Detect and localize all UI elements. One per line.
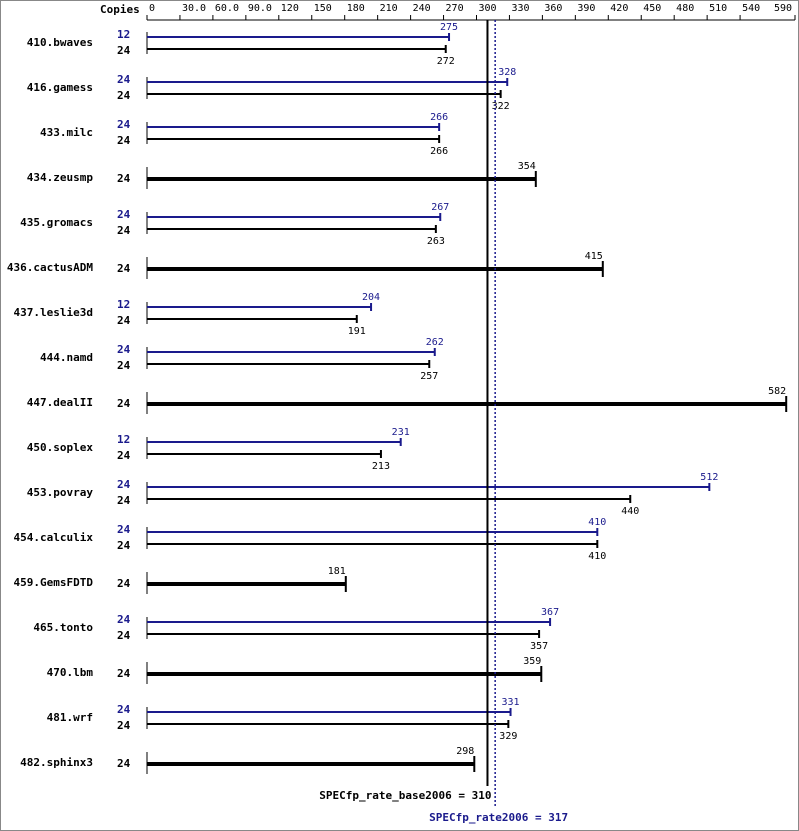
base-value-label: 266 — [430, 146, 448, 157]
peak-copies: 12 — [117, 28, 130, 41]
base-value-label: 440 — [621, 506, 639, 517]
x-tick-label: 420 — [610, 3, 628, 14]
x-tick-label: 120 — [281, 3, 299, 14]
peak-copies: 24 — [117, 478, 131, 491]
benchmark-name: 482.sphinx3 — [20, 756, 93, 769]
base-copies: 24 — [117, 667, 131, 680]
peak-value-label: 204 — [362, 292, 380, 303]
base-value-label: 410 — [588, 551, 606, 562]
benchmark-name: 435.gromacs — [20, 216, 93, 229]
x-tick-label: 510 — [709, 3, 727, 14]
base-value-label: 582 — [768, 386, 786, 397]
peak-value-label: 266 — [430, 112, 448, 123]
base-copies: 24 — [117, 89, 131, 102]
base-value-label: 357 — [530, 641, 548, 652]
base-copies: 24 — [117, 757, 131, 770]
reference-label: SPECfp_rate_base2006 = 310 — [319, 789, 491, 802]
peak-copies: 24 — [117, 703, 131, 716]
peak-value-label: 267 — [431, 202, 449, 213]
x-tick-label: 360 — [544, 3, 562, 14]
benchmark-name: 433.milc — [40, 126, 93, 139]
benchmark-name: 481.wrf — [47, 711, 93, 724]
x-tick-label: 180 — [347, 3, 365, 14]
peak-copies: 24 — [117, 118, 131, 131]
benchmark-name: 465.tonto — [33, 621, 93, 634]
base-copies: 24 — [117, 359, 131, 372]
x-tick-label: 270 — [446, 3, 464, 14]
x-tick-label: 300 — [478, 3, 496, 14]
x-tick-label: 0 — [149, 3, 155, 14]
peak-copies: 24 — [117, 343, 131, 356]
x-tick-label: 30.0 — [182, 3, 206, 14]
x-tick-label: 450 — [643, 3, 661, 14]
x-tick-label: 150 — [314, 3, 332, 14]
base-copies: 24 — [117, 44, 131, 57]
peak-value-label: 331 — [502, 697, 520, 708]
benchmark-name: 447.dealII — [27, 396, 93, 409]
base-copies: 24 — [117, 397, 131, 410]
peak-value-label: 367 — [541, 607, 559, 618]
benchmark-name: 450.soplex — [27, 441, 94, 454]
base-copies: 24 — [117, 539, 131, 552]
base-value-label: 272 — [437, 56, 455, 67]
benchmark-name: 436.cactusADM — [7, 261, 93, 274]
base-copies: 24 — [117, 577, 131, 590]
base-copies: 24 — [117, 719, 131, 732]
x-tick-label: 90.0 — [248, 3, 272, 14]
peak-value-label: 275 — [440, 22, 458, 33]
base-copies: 24 — [117, 629, 131, 642]
base-value-label: 181 — [328, 566, 346, 577]
base-copies: 24 — [117, 224, 131, 237]
benchmark-name: 410.bwaves — [27, 36, 93, 49]
benchmark-name: 470.lbm — [47, 666, 94, 679]
base-value-label: 359 — [523, 656, 541, 667]
peak-copies: 24 — [117, 208, 131, 221]
base-value-label: 322 — [492, 101, 510, 112]
benchmark-name: 416.gamess — [27, 81, 93, 94]
base-value-label: 298 — [456, 746, 474, 757]
x-tick-label: 590 — [774, 3, 792, 14]
x-tick-label: 60.0 — [215, 3, 239, 14]
base-copies: 24 — [117, 134, 131, 147]
base-value-label: 354 — [518, 161, 536, 172]
peak-copies: 12 — [117, 433, 130, 446]
peak-copies: 24 — [117, 523, 131, 536]
base-copies: 24 — [117, 449, 131, 462]
base-copies: 24 — [117, 314, 131, 327]
x-tick-label: 240 — [413, 3, 431, 14]
peak-value-label: 262 — [426, 337, 444, 348]
x-tick-label: 390 — [577, 3, 595, 14]
peak-copies: 12 — [117, 298, 130, 311]
benchmark-name: 459.GemsFDTD — [14, 576, 94, 589]
peak-copies: 24 — [117, 73, 131, 86]
base-copies: 24 — [117, 172, 131, 185]
base-value-label: 329 — [499, 731, 517, 742]
base-value-label: 191 — [348, 326, 366, 337]
peak-value-label: 328 — [498, 67, 516, 78]
benchmark-name: 444.namd — [40, 351, 93, 364]
copies-header: Copies — [100, 3, 140, 16]
peak-value-label: 231 — [392, 427, 410, 438]
benchmark-name: 437.leslie3d — [14, 306, 93, 319]
base-copies: 24 — [117, 262, 131, 275]
base-copies: 24 — [117, 494, 131, 507]
base-value-label: 257 — [420, 371, 438, 382]
x-tick-label: 480 — [676, 3, 694, 14]
x-tick-label: 330 — [511, 3, 529, 14]
peak-copies: 24 — [117, 613, 131, 626]
benchmark-name: 434.zeusmp — [27, 171, 94, 184]
peak-value-label: 410 — [588, 517, 606, 528]
base-value-label: 263 — [427, 236, 445, 247]
benchmark-name: 453.povray — [27, 486, 94, 499]
base-value-label: 213 — [372, 461, 390, 472]
x-tick-label: 210 — [380, 3, 398, 14]
peak-value-label: 512 — [700, 472, 718, 483]
base-value-label: 415 — [585, 251, 603, 262]
benchmark-name: 454.calculix — [14, 531, 94, 544]
reference-label: SPECfp_rate2006 = 317 — [429, 811, 568, 824]
x-tick-label: 540 — [742, 3, 760, 14]
